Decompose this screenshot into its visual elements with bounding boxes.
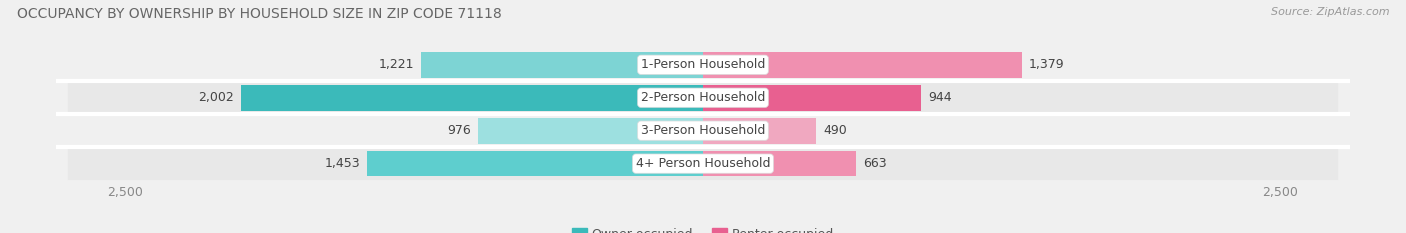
Text: 3-Person Household: 3-Person Household <box>641 124 765 137</box>
Text: 1,379: 1,379 <box>1028 58 1064 71</box>
Bar <box>367 151 703 176</box>
FancyBboxPatch shape <box>67 48 1339 81</box>
Bar <box>703 151 856 176</box>
FancyBboxPatch shape <box>67 147 1339 180</box>
Text: 490: 490 <box>823 124 846 137</box>
Bar <box>420 52 703 78</box>
Bar <box>703 85 921 110</box>
Bar <box>703 118 815 144</box>
FancyBboxPatch shape <box>67 81 1339 114</box>
FancyBboxPatch shape <box>67 114 1339 147</box>
Text: OCCUPANCY BY OWNERSHIP BY HOUSEHOLD SIZE IN ZIP CODE 71118: OCCUPANCY BY OWNERSHIP BY HOUSEHOLD SIZE… <box>17 7 502 21</box>
Text: 1-Person Household: 1-Person Household <box>641 58 765 71</box>
Text: 663: 663 <box>863 157 887 170</box>
Text: 1,221: 1,221 <box>378 58 413 71</box>
Text: 976: 976 <box>447 124 471 137</box>
Text: 944: 944 <box>928 91 952 104</box>
Text: 2-Person Household: 2-Person Household <box>641 91 765 104</box>
Bar <box>703 52 1022 78</box>
Text: 2,002: 2,002 <box>198 91 233 104</box>
Legend: Owner-occupied, Renter-occupied: Owner-occupied, Renter-occupied <box>567 223 839 233</box>
Bar <box>240 85 703 110</box>
Text: 4+ Person Household: 4+ Person Household <box>636 157 770 170</box>
Bar <box>478 118 703 144</box>
Text: Source: ZipAtlas.com: Source: ZipAtlas.com <box>1271 7 1389 17</box>
Text: 1,453: 1,453 <box>325 157 360 170</box>
